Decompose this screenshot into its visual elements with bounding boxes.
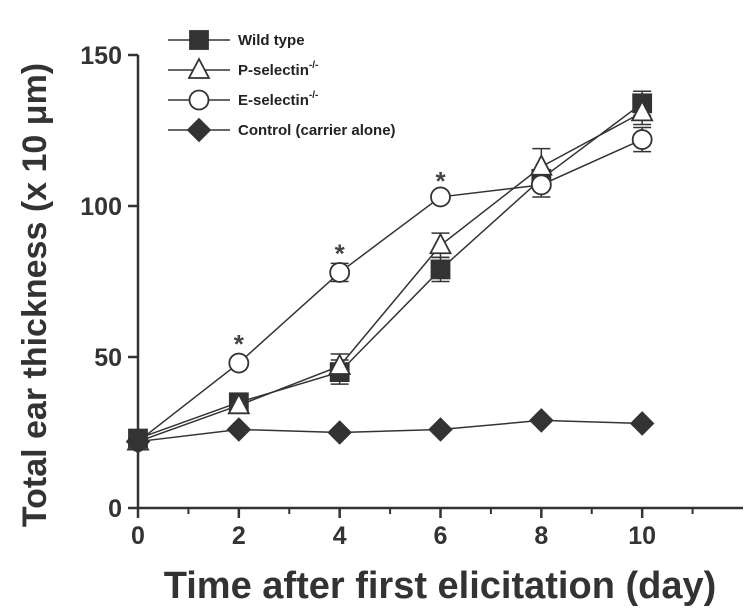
legend-marker — [186, 117, 212, 143]
data-point — [529, 408, 554, 433]
data-point — [629, 411, 655, 436]
data-point — [125, 429, 151, 454]
x-tick-label: 8 — [534, 522, 548, 550]
data-point — [430, 186, 451, 208]
x-tick-label: 10 — [628, 522, 656, 550]
y-tick-label: 0 — [108, 495, 122, 523]
y-tick-label: 50 — [94, 344, 122, 372]
y-axis-title: Total ear thickness (x 10 μm) — [16, 63, 54, 527]
data-point — [630, 99, 654, 122]
series-line-0 — [137, 102, 643, 440]
y-tick-label: 100 — [80, 193, 122, 221]
legend-label: P-selectin-/- — [238, 60, 318, 79]
significance-asterisk: * — [335, 238, 346, 268]
data-point — [329, 262, 351, 283]
legend-superscript: -/- — [309, 90, 318, 101]
x-tick-label: 0 — [131, 522, 145, 550]
significance-asterisk: * — [435, 166, 446, 196]
x-tick-label: 2 — [232, 522, 246, 550]
data-point — [428, 417, 453, 442]
data-point — [631, 129, 653, 150]
x-axis-title: Time after first elicitation (day) — [164, 565, 717, 607]
data-point — [226, 417, 252, 442]
series-line-1 — [137, 111, 643, 443]
legend-label: E-selectin-/- — [238, 90, 318, 109]
data-point — [327, 420, 352, 445]
x-tick-label: 6 — [434, 522, 448, 550]
legend-label: Wild type — [238, 32, 305, 49]
legend: Wild type P-selectin-/- E-selectin-/- Contr… — [168, 30, 396, 143]
series-markers — [125, 93, 655, 454]
series-line-2 — [137, 138, 643, 443]
series-line-3 — [137, 419, 643, 443]
legend-marker — [187, 57, 211, 79]
data-point — [430, 259, 451, 280]
data-point — [328, 353, 352, 375]
annotations: * * * — [234, 166, 447, 359]
y-tick-label: 150 — [80, 42, 122, 70]
x-tick-label: 4 — [333, 522, 347, 550]
legend-superscript: -/- — [309, 60, 318, 71]
significance-asterisk: * — [234, 329, 245, 359]
data-point — [530, 174, 552, 196]
series-lines — [137, 102, 643, 443]
data-point — [529, 153, 553, 176]
legend-marker — [188, 89, 210, 111]
legend-label: Control (carrier alone) — [238, 122, 396, 139]
data-point — [228, 352, 250, 374]
legend-marker — [189, 30, 209, 50]
data-point — [227, 392, 251, 415]
data-point — [429, 232, 452, 255]
